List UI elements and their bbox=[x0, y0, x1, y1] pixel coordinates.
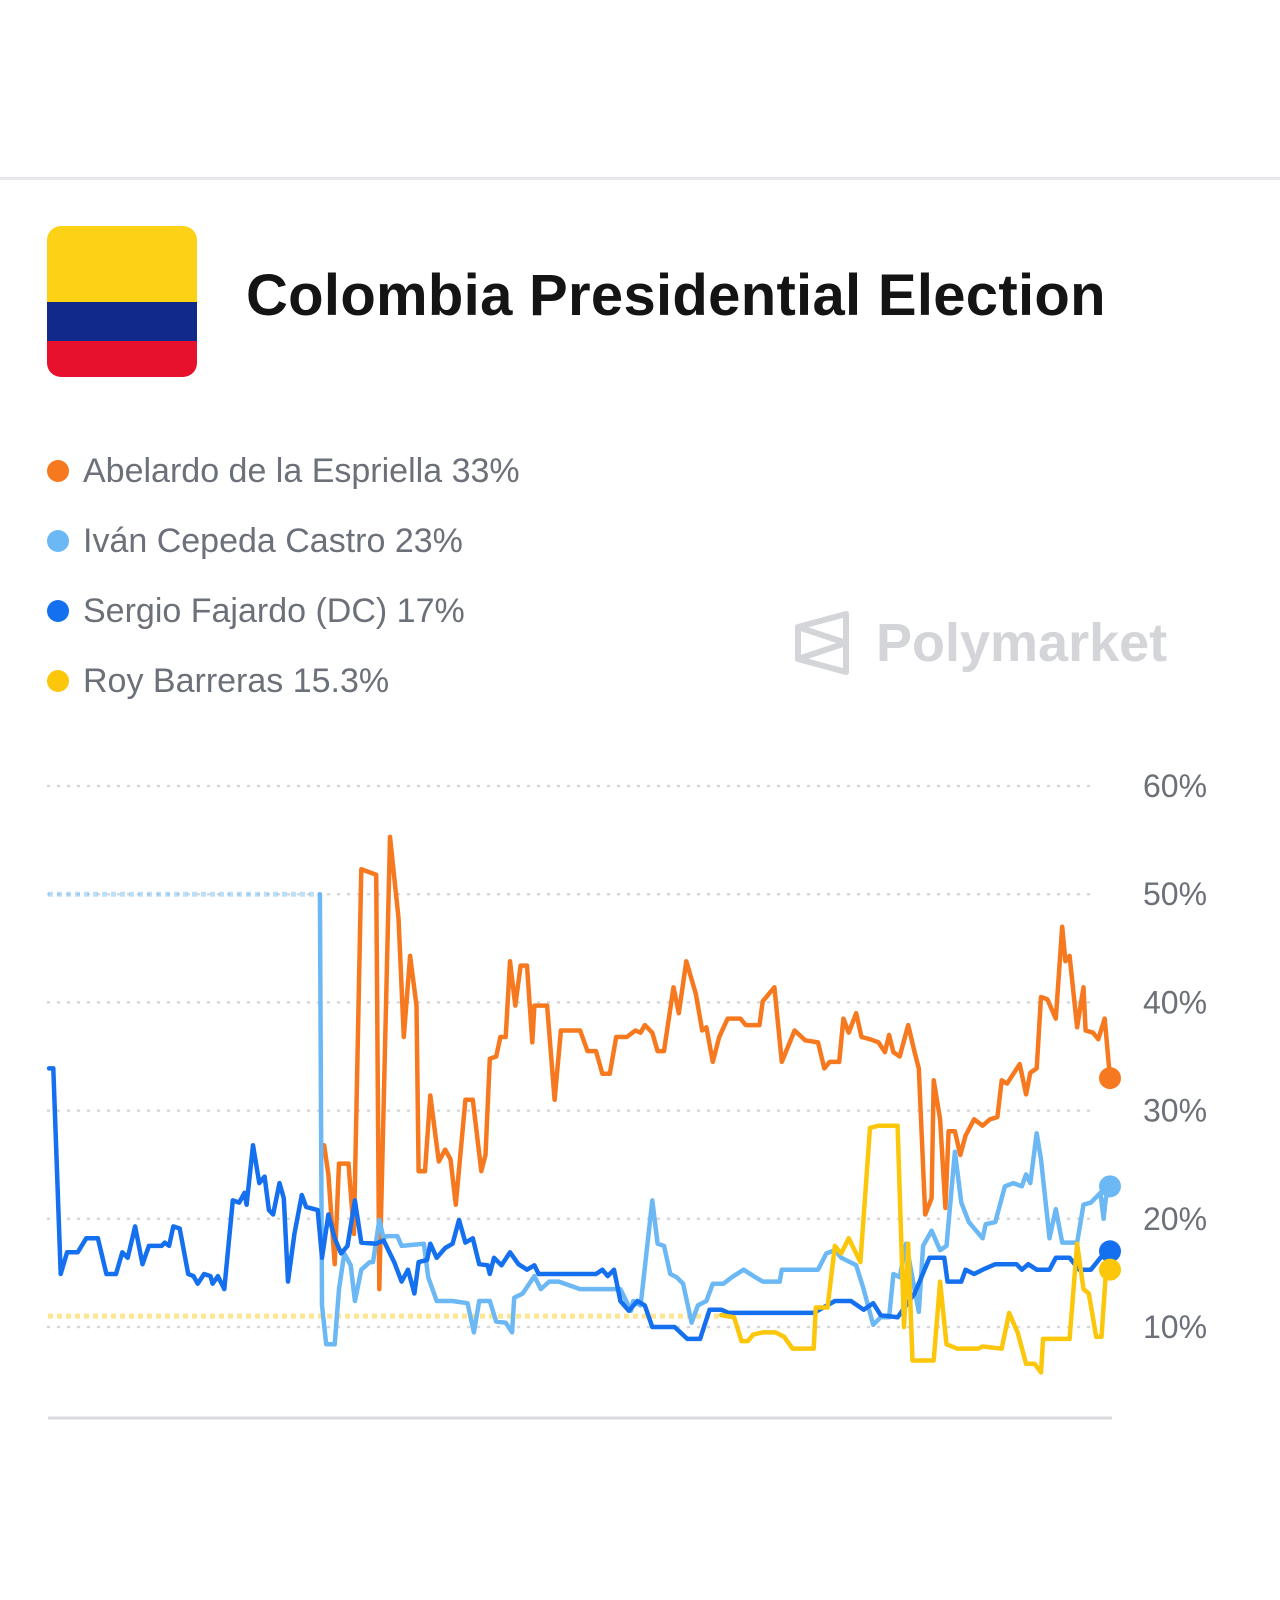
legend-item: Roy Barreras 15.3% bbox=[47, 646, 520, 716]
legend-dot bbox=[47, 460, 69, 482]
legend-item: Abelardo de la Espriella 33% bbox=[47, 436, 520, 506]
flag-stripe-yellow bbox=[47, 226, 197, 302]
header-divider bbox=[0, 177, 1280, 180]
series-line bbox=[317, 891, 1113, 1347]
polymarket-logo-icon bbox=[795, 611, 849, 675]
y-tick-label: 40% bbox=[1143, 984, 1207, 1020]
polymarket-watermark: Polymarket bbox=[794, 610, 1167, 676]
line-chart: 10% 20% 30% 40% 50% 60% bbox=[46, 768, 1207, 1420]
legend-label: Iván Cepeda Castro bbox=[83, 521, 386, 560]
legend-value: 17% bbox=[396, 591, 465, 630]
series-end-dot bbox=[1099, 1258, 1121, 1281]
legend-value: 33% bbox=[451, 451, 520, 490]
legend-label: Abelardo de la Espriella bbox=[83, 451, 443, 490]
colombia-flag bbox=[47, 226, 197, 377]
legend-value: 15.3% bbox=[292, 661, 390, 700]
legend-dot bbox=[47, 600, 69, 622]
y-tick-label: 60% bbox=[1143, 768, 1207, 804]
y-tick-label: 50% bbox=[1143, 876, 1207, 912]
legend: Abelardo de la Espriella 33% Iván Cepeda… bbox=[47, 436, 520, 716]
legend-label: Roy Barreras bbox=[83, 661, 284, 700]
series-end-dot bbox=[1099, 1240, 1121, 1263]
watermark-text: Polymarket bbox=[876, 613, 1168, 673]
legend-item: Sergio Fajardo (DC) 17% bbox=[47, 576, 520, 646]
flag-stripe-red bbox=[47, 340, 197, 377]
legend-dot bbox=[47, 670, 69, 692]
flag-stripe-blue bbox=[47, 301, 197, 341]
series-line bbox=[719, 1123, 1113, 1375]
page-title: Colombia Presidential Election bbox=[246, 263, 1106, 328]
y-tick-label: 20% bbox=[1143, 1201, 1207, 1237]
series-end-dot bbox=[1099, 1067, 1121, 1090]
series-line bbox=[321, 834, 1113, 1292]
legend-item: Iván Cepeda Castro 23% bbox=[47, 506, 520, 576]
legend-label: Sergio Fajardo (DC) bbox=[83, 591, 388, 630]
y-tick-label: 30% bbox=[1143, 1093, 1207, 1129]
series-end-dot bbox=[1099, 1175, 1121, 1198]
y-tick-label: 10% bbox=[1143, 1309, 1207, 1345]
legend-dot bbox=[47, 530, 69, 552]
legend-value: 23% bbox=[394, 521, 463, 560]
